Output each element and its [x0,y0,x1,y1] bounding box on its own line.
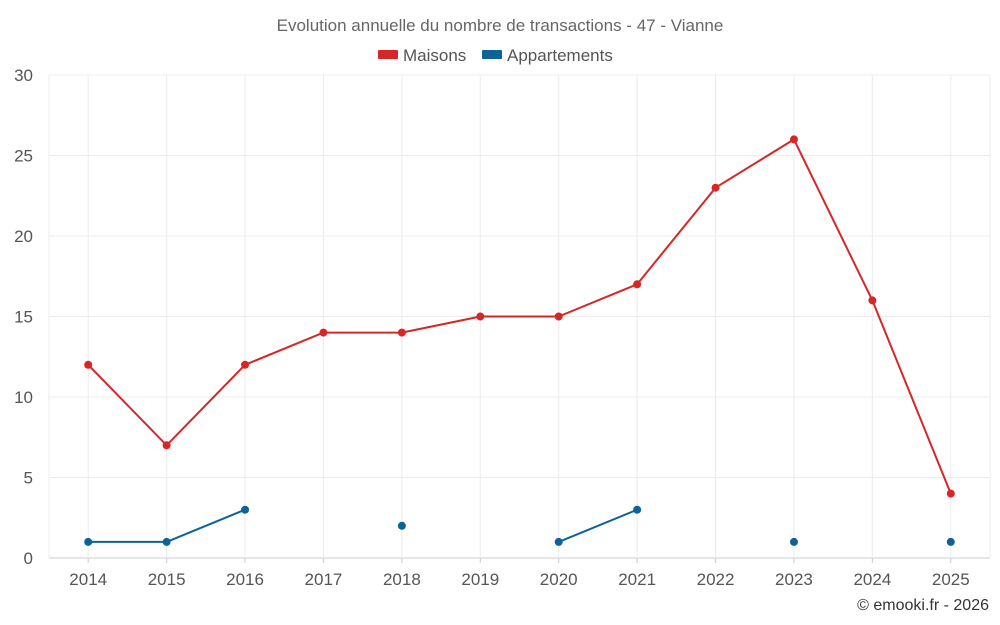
data-point-appartements[interactable] [84,537,93,546]
data-point-appartements[interactable] [397,521,406,530]
data-point-appartements[interactable] [946,537,955,546]
data-point-maisons[interactable] [711,183,720,192]
series [84,135,955,546]
series-maisons [84,135,955,498]
x-tick-label: 2023 [775,570,813,589]
series-line-appartements [558,508,638,543]
data-point-maisons[interactable] [319,328,328,337]
gridlines [48,74,991,563]
y-tick-label: 5 [24,469,33,488]
data-point-appartements[interactable] [633,505,642,514]
data-point-appartements[interactable] [241,505,250,514]
x-tick-label: 2021 [618,570,656,589]
data-point-appartements[interactable] [789,537,798,546]
data-point-maisons[interactable] [868,296,877,305]
x-tick-label: 2016 [226,570,264,589]
legend-swatch-appartements [482,50,502,59]
x-tick-label: 2022 [697,570,735,589]
data-point-maisons[interactable] [946,489,955,498]
credit-text: © emooki.fr - 2026 [857,597,989,614]
chart-title: Evolution annuelle du nombre de transact… [277,16,724,35]
data-point-maisons[interactable] [789,135,798,144]
data-point-appartements[interactable] [162,537,171,546]
data-point-maisons[interactable] [241,360,250,369]
y-tick-label: 0 [24,549,33,568]
x-tick-label: 2018 [383,570,421,589]
y-axis-ticks: 0 5 10 15 20 25 30 [14,66,33,568]
x-tick-label: 2024 [853,570,891,589]
data-point-maisons[interactable] [84,360,93,369]
legend: Maisons Appartements [378,46,613,65]
x-tick-label: 2020 [540,570,578,589]
data-point-maisons[interactable] [633,280,642,289]
x-axis-ticks: 2014 2015 2016 2017 2018 2019 2020 2021 2022 2023… [69,570,969,589]
series-line-maisons [87,138,952,494]
data-point-maisons[interactable] [554,312,563,321]
y-tick-label: 20 [14,227,33,246]
y-tick-label: 15 [14,308,33,327]
x-tick-label: 2025 [932,570,970,589]
legend-label-maisons: Maisons [403,46,466,65]
legend-item-maisons[interactable]: Maisons [378,46,466,65]
y-tick-label: 25 [14,147,33,166]
x-tick-label: 2015 [148,570,186,589]
data-point-appartements[interactable] [554,537,563,546]
legend-label-appartements: Appartements [507,46,613,65]
y-tick-label: 30 [14,66,33,85]
y-tick-label: 10 [14,388,33,407]
x-tick-label: 2014 [69,570,107,589]
x-tick-label: 2017 [305,570,343,589]
series-appartements [84,505,955,546]
legend-item-appartements[interactable]: Appartements [482,46,613,65]
data-point-maisons[interactable] [162,441,171,450]
legend-swatch-maisons [378,50,398,59]
data-point-maisons[interactable] [397,328,406,337]
data-point-maisons[interactable] [476,312,485,321]
x-tick-label: 2019 [461,570,499,589]
